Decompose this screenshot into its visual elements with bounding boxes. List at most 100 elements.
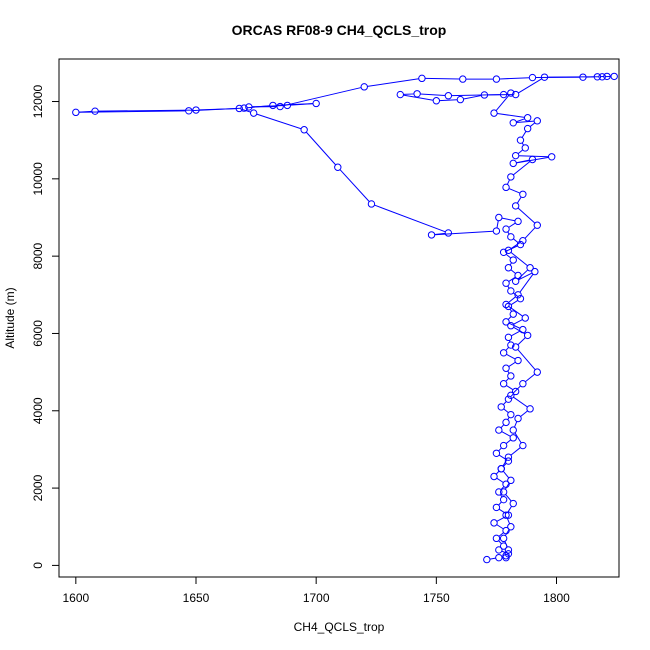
data-point bbox=[526, 264, 534, 272]
series-line-segment bbox=[510, 393, 514, 398]
data-point bbox=[523, 114, 532, 122]
data-point bbox=[593, 73, 602, 81]
series-line-segment bbox=[497, 113, 525, 118]
series-line-segment bbox=[498, 447, 502, 452]
data-point bbox=[300, 126, 308, 134]
data-point bbox=[396, 90, 404, 99]
series-line-segment bbox=[434, 232, 446, 236]
series-line-segment bbox=[507, 316, 512, 320]
series-line-segment bbox=[510, 447, 521, 456]
series-line-segment bbox=[519, 273, 534, 293]
series-line-segment bbox=[516, 120, 535, 124]
data-point bbox=[444, 92, 453, 100]
series-line-segment bbox=[529, 122, 536, 127]
data-point bbox=[495, 488, 503, 496]
data-point bbox=[523, 124, 532, 133]
series-line-segment bbox=[434, 230, 494, 236]
series-line-segment bbox=[504, 482, 510, 490]
series-line-segment bbox=[463, 95, 482, 100]
data-point bbox=[504, 395, 513, 403]
series-line-segment bbox=[503, 401, 507, 405]
y-tick-label: 10000 bbox=[31, 162, 45, 196]
series-line-segment bbox=[506, 385, 514, 391]
data-point bbox=[490, 109, 498, 117]
data-point bbox=[509, 426, 517, 434]
series-line-segment bbox=[500, 424, 505, 429]
data-point bbox=[235, 104, 243, 113]
series-line-segment bbox=[504, 529, 510, 536]
x-axis: 1600 1650 1700 1750 1800 bbox=[62, 576, 570, 605]
data-point bbox=[502, 183, 510, 192]
series-line-segment bbox=[514, 421, 518, 428]
series-line-segment bbox=[339, 169, 370, 202]
series-line-segment bbox=[513, 238, 519, 243]
series-line-segment bbox=[505, 347, 510, 351]
series-line-segment bbox=[79, 110, 186, 113]
series-line-segment bbox=[517, 269, 529, 280]
series-line-segment bbox=[518, 272, 533, 281]
data-point bbox=[499, 248, 508, 256]
series-line-segment bbox=[516, 118, 525, 123]
data-point bbox=[504, 546, 513, 554]
series-line-segment bbox=[425, 77, 460, 80]
data-point bbox=[511, 387, 520, 396]
x-tick-label: 1800 bbox=[543, 591, 570, 605]
series-line-segment bbox=[505, 494, 512, 502]
series-line-segment bbox=[374, 204, 446, 233]
series-line-segment bbox=[256, 113, 302, 130]
data-point bbox=[502, 418, 510, 427]
series-line-segment bbox=[439, 99, 458, 102]
x-tick-label: 1700 bbox=[303, 591, 330, 605]
series-line-segment bbox=[502, 470, 510, 479]
plot-frame bbox=[58, 58, 620, 578]
series-line-segment bbox=[506, 353, 516, 360]
data-point bbox=[492, 75, 501, 83]
data-point bbox=[499, 534, 508, 543]
data-point bbox=[509, 159, 517, 168]
series-line-segment bbox=[505, 377, 510, 382]
series-line-segment bbox=[498, 508, 507, 514]
series-line-segment bbox=[508, 305, 523, 317]
data-point bbox=[495, 213, 503, 222]
series-line-segment bbox=[495, 95, 510, 111]
data-point bbox=[548, 153, 556, 161]
data-point bbox=[495, 426, 503, 434]
data-point bbox=[504, 302, 513, 311]
series-line-segment bbox=[502, 459, 508, 467]
data-point bbox=[502, 364, 510, 372]
data-point bbox=[499, 542, 508, 550]
data-point bbox=[492, 449, 501, 457]
data-point bbox=[502, 511, 510, 519]
data-point bbox=[495, 546, 503, 554]
data-point bbox=[504, 246, 513, 255]
data-point bbox=[507, 287, 515, 295]
series-line-segment bbox=[513, 292, 519, 298]
data-point bbox=[249, 109, 258, 117]
data-point bbox=[533, 117, 541, 125]
chart-title: ORCAS RF08-9 CH4_QCLS_trop bbox=[232, 22, 447, 38]
data-point bbox=[312, 99, 320, 108]
data-point bbox=[507, 233, 515, 241]
data-point bbox=[499, 488, 508, 496]
series-line-segment bbox=[501, 431, 511, 437]
data-point bbox=[519, 190, 527, 198]
data-point bbox=[499, 380, 508, 388]
series-line-segment bbox=[503, 408, 509, 414]
series-line-segment bbox=[496, 477, 504, 483]
data-point bbox=[245, 103, 253, 111]
series-line-segment bbox=[516, 196, 522, 204]
series-line-segment bbox=[514, 432, 522, 444]
series-line-segment bbox=[517, 349, 536, 371]
series-line-segment bbox=[498, 501, 502, 506]
series-line-segment bbox=[496, 524, 504, 530]
data-point bbox=[283, 101, 292, 110]
y-tick-label: 0 bbox=[31, 562, 45, 569]
series-line-segment bbox=[191, 107, 241, 112]
data-point bbox=[511, 277, 520, 285]
data-point bbox=[521, 144, 529, 152]
series-line-segment bbox=[510, 269, 516, 274]
data-point bbox=[502, 300, 510, 309]
data-point bbox=[418, 74, 426, 83]
series-line-segment bbox=[511, 330, 521, 337]
series-line-segment bbox=[505, 439, 512, 444]
